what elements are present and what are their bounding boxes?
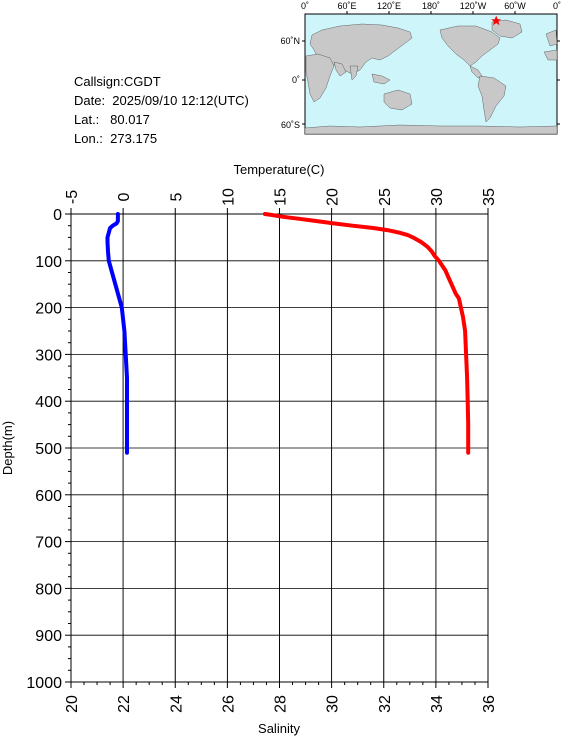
temperature-tick-label: 30 xyxy=(429,188,446,206)
longitude-text: Lon.: 273.175 xyxy=(74,131,158,146)
map-label-lon-180: 180˚ xyxy=(422,1,440,11)
salinity-axis: 20 22 24 26 28 30 32 34 36 xyxy=(64,682,498,713)
map-label-lon-120e: 120˚E xyxy=(377,1,401,11)
depth-tick-label: 100 xyxy=(35,254,62,271)
map-land xyxy=(304,19,558,135)
depth-tick-label: 700 xyxy=(35,535,62,552)
station-location-marker xyxy=(491,15,502,26)
salinity-tick-label: 36 xyxy=(481,695,498,713)
temperature-tick-label: 5 xyxy=(168,192,185,201)
depth-tick-label: 500 xyxy=(35,441,62,458)
map-top-labels: 0˚ 60˚E 120˚E 180˚ 120˚W 60˚W 0˚ xyxy=(301,1,561,11)
depth-tick-label: 900 xyxy=(35,628,62,645)
callsign-text: Callsign:CGDT xyxy=(74,74,161,89)
temperature-tick-label: 20 xyxy=(325,188,342,206)
date-text: Date: 2025/09/10 12:12(UTC) xyxy=(74,93,249,108)
map-left-labels: 60˚N 0˚ 60˚S xyxy=(280,36,300,130)
map-label-lon-60e: 60˚E xyxy=(337,1,356,11)
temperature-axis-label: Temperature(C) xyxy=(233,162,324,177)
salinity-tick-label: 30 xyxy=(325,695,342,713)
depth-axis: 0 100 200 300 400 500 600 700 800 900 1000 xyxy=(26,207,71,692)
salinity-tick-label: 20 xyxy=(64,695,81,713)
map-label-lon-360: 0˚ xyxy=(553,1,561,11)
temperature-tick-label: 35 xyxy=(481,188,498,206)
depth-tick-label: 600 xyxy=(35,488,62,505)
temperature-tick-label: 25 xyxy=(377,188,394,206)
salinity-tick-label: 28 xyxy=(273,695,290,713)
station-info: Callsign:CGDT Date: 2025/09/10 12:12(UTC… xyxy=(74,72,249,148)
series-layer xyxy=(105,212,471,455)
location-map: 0˚ 60˚E 120˚E 180˚ 120˚W 60˚W 0˚ 60˚N 0˚… xyxy=(280,1,561,135)
map-label-lat-60n: 60˚N xyxy=(280,36,300,46)
salinity-axis-label: Salinity xyxy=(258,721,300,736)
depth-tick-label: 800 xyxy=(35,581,62,598)
depth-tick-label: 200 xyxy=(35,301,62,318)
salinity-tick-label: 22 xyxy=(116,695,133,713)
map-label-lat-60s: 60˚S xyxy=(281,120,300,130)
depth-tick-label: 1000 xyxy=(26,675,62,692)
salinity-profile-line xyxy=(105,212,129,455)
depth-axis-label: Depth(m) xyxy=(0,421,15,475)
depth-tick-label: 0 xyxy=(53,207,62,224)
temperature-profile-line xyxy=(262,212,471,455)
map-label-lon-0: 0˚ xyxy=(301,1,309,11)
depth-tick-label: 400 xyxy=(35,394,62,411)
temperature-axis: -5 0 5 10 15 20 25 30 35 xyxy=(64,188,498,214)
salinity-tick-label: 32 xyxy=(377,695,394,713)
temperature-tick-label: 0 xyxy=(116,192,133,201)
temperature-tick-label: 10 xyxy=(220,188,237,206)
map-label-lon-120w: 120˚W xyxy=(460,1,487,11)
map-label-lon-60w: 60˚W xyxy=(504,1,526,11)
salinity-tick-label: 34 xyxy=(429,695,446,713)
map-label-lat-0: 0˚ xyxy=(292,75,300,85)
temperature-tick-label: 15 xyxy=(273,188,290,206)
salinity-tick-label: 26 xyxy=(220,695,237,713)
salinity-tick-label: 24 xyxy=(168,695,185,713)
map-ticks xyxy=(302,11,560,125)
temperature-tick-label: -5 xyxy=(64,190,81,204)
latitude-text: Lat.: 80.017 xyxy=(74,112,150,127)
chart-grid xyxy=(70,213,489,683)
depth-tick-label: 300 xyxy=(35,347,62,364)
